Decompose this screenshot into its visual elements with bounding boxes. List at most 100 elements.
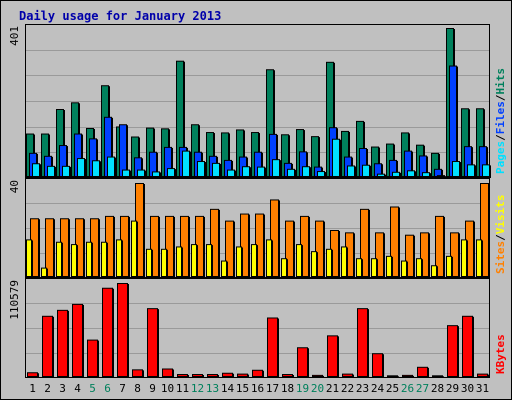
- x-tick-label: 7: [119, 382, 126, 395]
- x-tick-label: 5: [89, 382, 96, 395]
- pages-bar: [122, 169, 130, 177]
- kbytes-bar: [267, 317, 278, 377]
- pages-bar: [437, 175, 445, 178]
- legend-visits: Visits: [494, 195, 507, 235]
- x-tick-label: 19: [296, 382, 309, 395]
- pages-bar: [182, 150, 190, 177]
- legend-files: Files: [494, 101, 507, 134]
- kbytes-bar: [477, 373, 488, 377]
- pages-bar: [392, 171, 400, 177]
- legend-hits-files-pages: Pages/Files/Hits: [494, 68, 507, 174]
- kbytes-bar: [117, 283, 128, 377]
- kbytes-bar: [222, 372, 233, 377]
- sites-bar: [206, 244, 212, 278]
- kbytes-bar: [342, 373, 353, 377]
- sites-bar: [281, 258, 287, 278]
- legend-kbytes: KBytes: [494, 334, 507, 374]
- pages-bar: [482, 164, 490, 177]
- kbytes-bar: [57, 309, 68, 377]
- x-tick-label: 8: [134, 382, 141, 395]
- pages-bar: [452, 161, 460, 178]
- x-tick-label: 9: [149, 382, 156, 395]
- x-tick-label: 15: [236, 382, 249, 395]
- x-tick-label: 6: [104, 382, 111, 395]
- x-tick-label: 13: [206, 382, 219, 395]
- x-tick-label: 1: [29, 382, 36, 395]
- visits-bar: [390, 206, 399, 277]
- x-tick-label: 31: [476, 382, 489, 395]
- x-tick-label: 10: [161, 382, 174, 395]
- panel-2-max-label: 40: [8, 180, 21, 193]
- sites-bar: [71, 244, 77, 278]
- pages-bar: [287, 168, 295, 178]
- sites-bar: [221, 260, 227, 277]
- visits-bar: [360, 208, 369, 278]
- x-tick-label: 27: [416, 382, 429, 395]
- files-bar: [119, 124, 127, 177]
- kbytes-bar: [207, 374, 218, 377]
- sites-bar: [371, 258, 377, 278]
- pages-bar: [272, 159, 280, 177]
- visits-bar: [225, 220, 234, 278]
- pages-bar: [362, 164, 370, 178]
- kbytes-bar: [327, 335, 338, 378]
- kbytes-bar: [87, 339, 98, 377]
- kbytes-bar: [177, 374, 188, 377]
- pages-bar: [152, 171, 160, 178]
- x-tick-label: 23: [356, 382, 369, 395]
- sites-bar: [176, 246, 182, 277]
- pages-bar: [62, 165, 70, 178]
- sites-bar: [416, 258, 422, 278]
- visits-bar: [165, 215, 174, 277]
- visits-bar: [375, 232, 384, 278]
- kbytes-bar: [192, 374, 203, 377]
- panel-1-border: [25, 24, 490, 178]
- pages-bar: [137, 169, 145, 177]
- sites-bar: [296, 244, 302, 278]
- kbytes-bar: [432, 375, 443, 378]
- sites-bar: [146, 248, 152, 278]
- x-tick-label: 26: [401, 382, 414, 395]
- visits-bar: [420, 232, 429, 278]
- kbytes-bar: [162, 368, 173, 378]
- sites-bar: [446, 255, 452, 278]
- legend-hits: Hits: [494, 68, 507, 95]
- visits-bar: [285, 220, 294, 278]
- x-tick-label: 30: [461, 382, 474, 395]
- visits-bar: [450, 232, 459, 278]
- x-tick-label: 28: [431, 382, 444, 395]
- kbytes-bar: [147, 308, 158, 378]
- x-tick-label: 16: [251, 382, 264, 395]
- pages-bar: [227, 169, 235, 177]
- kbytes-bar: [387, 375, 398, 378]
- kbytes-bar: [312, 374, 323, 377]
- sites-bar: [461, 239, 467, 277]
- x-tick-label: 24: [371, 382, 385, 395]
- pages-bar: [422, 172, 430, 177]
- visits-bar: [210, 208, 219, 278]
- kbytes-bar: [72, 303, 83, 377]
- sites-bar: [131, 220, 137, 278]
- sites-bar: [86, 241, 92, 277]
- pages-bar: [167, 168, 175, 177]
- pages-bar: [317, 171, 325, 177]
- pages-bar: [302, 166, 310, 178]
- kbytes-bar: [447, 325, 458, 377]
- panel-3-border: [25, 278, 490, 378]
- sites-bar: [326, 248, 332, 278]
- pages-bar: [467, 164, 475, 177]
- kbytes-bar: [417, 366, 428, 377]
- visits-bar: [405, 234, 414, 277]
- sites-bar: [56, 241, 62, 277]
- x-tick-label: 3: [59, 382, 66, 395]
- kbytes-bar: [402, 374, 413, 377]
- sites-bar: [161, 248, 167, 278]
- sites-bar: [41, 267, 47, 278]
- x-tick-label: 20: [311, 382, 324, 395]
- sites-bar: [101, 241, 107, 277]
- kbytes-bar: [297, 347, 308, 378]
- sites-bar: [116, 239, 122, 277]
- pages-bar: [242, 166, 250, 178]
- kbytes-bar: [237, 373, 248, 377]
